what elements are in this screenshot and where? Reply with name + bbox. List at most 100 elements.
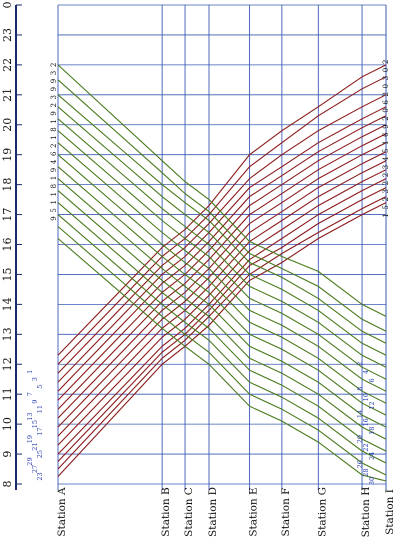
hour-tick-label: 17 [1,208,14,222]
train-path [57,142,387,419]
top-label-red: 3 [382,189,390,193]
top-label-green: 9 [50,168,58,172]
top-label-red: 2 [382,181,390,185]
train-path [57,142,387,392]
bottom-label-red: 29 [26,457,34,465]
top-label-green: 2 [50,63,58,67]
station-label: Station C [183,487,195,537]
top-label-red: 3 [382,165,390,169]
top-label-green: 8 [50,127,58,131]
train-path [57,151,387,428]
bottom-label-red: 1 [26,370,34,374]
bottom-label-green: 28 [362,468,370,476]
top-label-red: 1 [382,140,390,144]
top-label-red: 0 [382,68,390,72]
top-label-green: 9 [50,111,58,115]
bottom-label-green: 24 [368,452,376,460]
train-path [57,226,387,476]
bottom-label-red: 7 [26,392,34,396]
train-path [57,133,387,410]
hour-tick-label: 10 [1,417,14,431]
bottom-label-green: 2 [356,362,364,366]
bottom-label-green: 26 [356,460,364,468]
top-label-red: 2 [382,92,390,96]
station-label: Station D [207,487,219,537]
train-path [57,187,387,462]
hour-tick-label: 19 [1,148,14,162]
hour-tick-label: 22 [1,58,14,72]
top-label-red: 2 [382,116,390,120]
train-path [57,115,387,392]
bottom-label-red: 11 [36,405,44,413]
hour-tick-label: 13 [1,327,14,341]
bottom-label-green: 6 [368,378,376,382]
train-path [57,202,387,452]
train-path [57,154,387,404]
top-label-green: 3 [50,95,58,99]
train-path [57,214,387,464]
top-label-green: 6 [50,151,58,156]
top-label-red: 6 [382,100,390,105]
hour-tick-label: 21 [1,88,14,102]
station-label: Station E [248,487,260,536]
top-label-green: 1 [50,135,58,139]
hour-tick-label: 16 [1,238,14,252]
top-label-green: 9 [50,79,58,83]
bottom-label-red: 13 [26,413,34,421]
station-label: Station F [280,488,292,537]
top-label-red: 3 [382,76,390,80]
top-label-green: 9 [50,87,58,91]
bottom-label-green: 18 [368,427,376,435]
train-path [57,64,387,317]
hour-tick-label: 11 [1,387,14,401]
bottom-label-green: 22 [362,443,370,451]
train-path [57,130,387,380]
bottom-label-green: 8 [356,387,364,391]
top-label-green: 2 [50,143,58,147]
top-label-red: 9 [382,124,390,128]
train-path [57,94,387,344]
bottom-label-red: 15 [31,420,39,428]
train-path [57,178,387,428]
top-label-green: 9 [50,216,58,220]
bottom-label-green: 20 [356,435,364,443]
top-label-green: 1 [50,192,58,196]
train-path [57,166,387,416]
top-label-green: 8 [50,184,58,188]
train-path [57,178,387,455]
train-path [57,94,387,374]
train-path [57,169,387,446]
train-path [57,196,387,470]
top-label-green: 3 [50,71,58,75]
bottom-label-red: 25 [36,450,44,458]
top-label-red: 2 [382,173,390,177]
bottom-label-green: 30 [368,477,376,485]
bottom-label-green: 4 [362,370,370,374]
bottom-label-red: 17 [36,427,44,435]
station-label: Station I [384,489,396,535]
train-path [57,202,387,477]
top-label-red: 0 [382,84,390,88]
bottom-label-green: 10 [362,393,370,401]
bottom-label-red: 21 [31,442,39,450]
top-label-red: 0 [382,108,390,112]
hour-tick-label: 14 [1,297,14,311]
top-label-red: 5 [382,205,390,209]
top-label-green: 2 [50,103,58,107]
hour-tick-label: 18 [1,178,14,192]
train-path [57,106,387,356]
bottom-label-green: 16 [362,418,370,426]
top-label-red: 2 [382,60,390,64]
hour-tick-label: 12 [1,357,14,371]
bottom-label-red: 23 [36,472,44,480]
train-path [57,118,387,368]
hour-tick-label: 20 [1,118,14,132]
station-label: Station A [56,487,68,537]
top-label-red: 5 [382,149,390,153]
top-label-red: 2 [382,197,390,201]
top-label-green: 4 [50,159,58,164]
bottom-label-red: 5 [36,385,44,389]
bottom-label-green: 14 [356,410,364,418]
top-label-red: 4 [382,156,390,161]
